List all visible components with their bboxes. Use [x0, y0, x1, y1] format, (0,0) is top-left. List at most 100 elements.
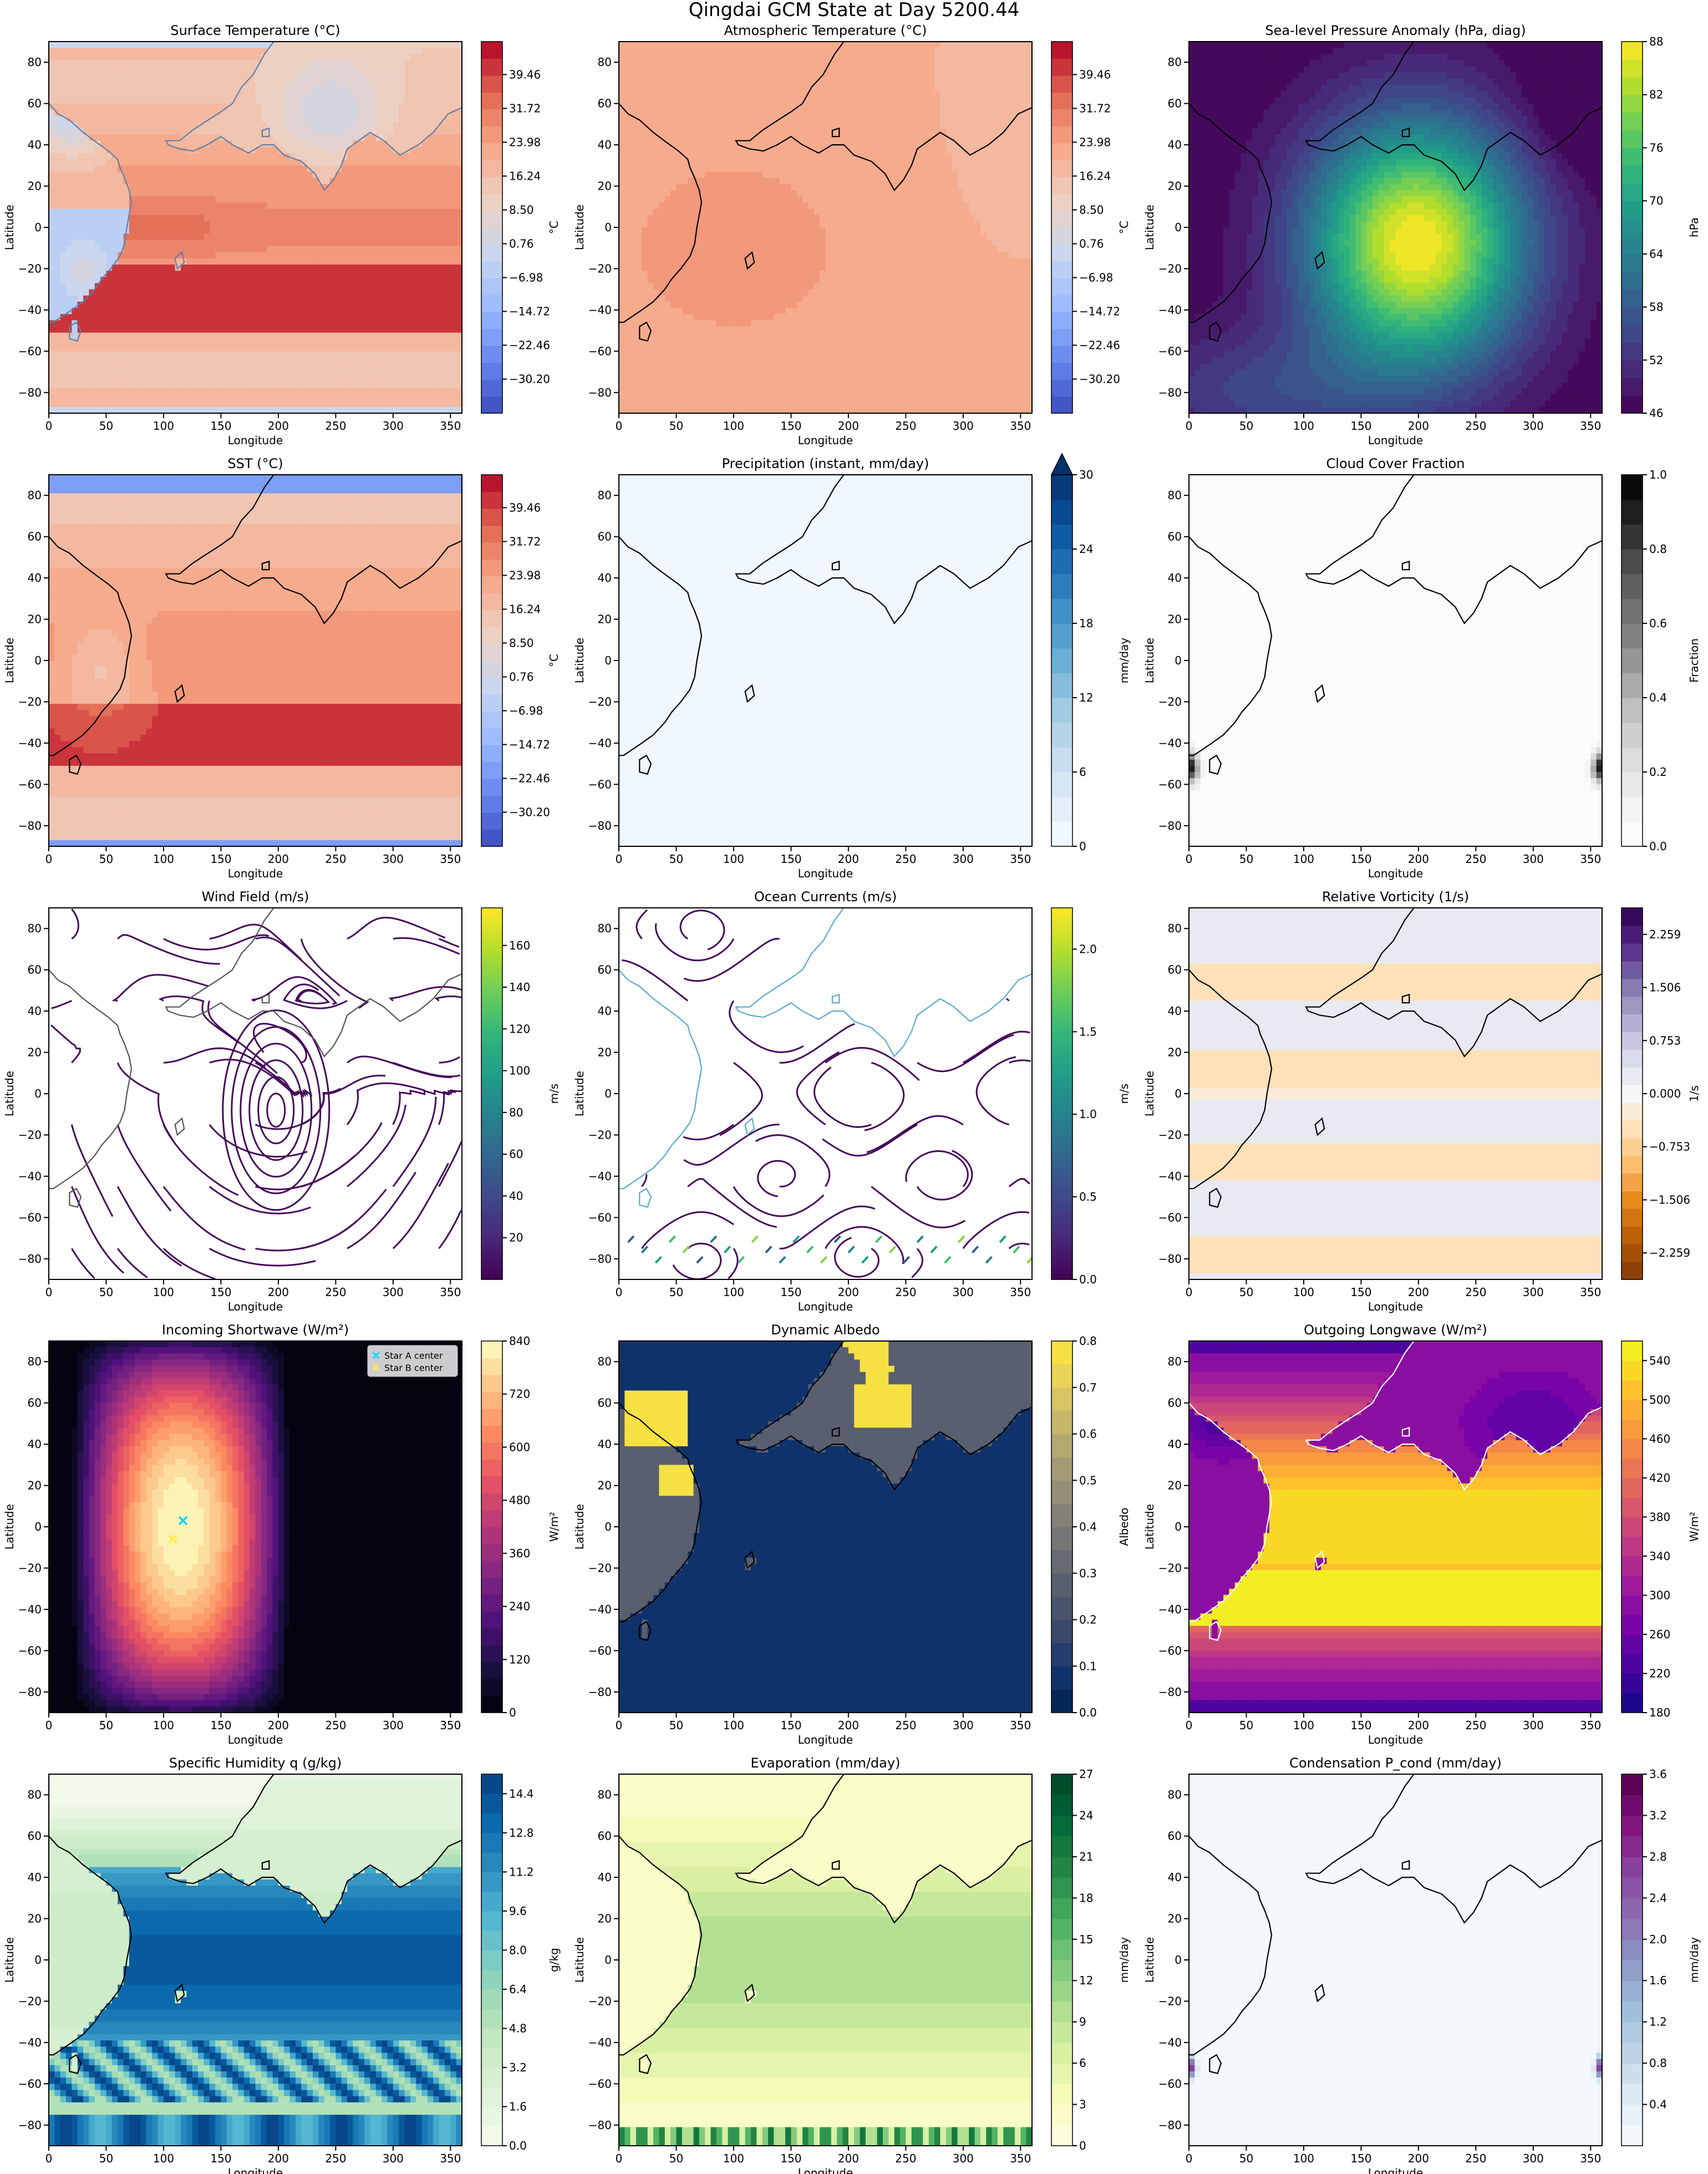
- field-cell: [204, 363, 210, 370]
- field-cell: [456, 339, 462, 346]
- field-cell: [66, 400, 72, 408]
- field-cell: [72, 345, 78, 352]
- field-cell: [232, 122, 239, 129]
- field-cell: [89, 351, 95, 358]
- field-cell: [243, 227, 250, 234]
- field-cell: [877, 85, 883, 92]
- field-cell: [399, 376, 405, 383]
- field-cell: [307, 326, 313, 333]
- field-cell: [243, 407, 250, 413]
- field-cell: [238, 339, 245, 346]
- field-cell: [427, 215, 434, 222]
- field-cell: [307, 153, 313, 160]
- field-cell: [330, 376, 336, 383]
- field-cell: [664, 91, 671, 98]
- field-cell: [375, 109, 382, 116]
- x-tick-label: 0: [45, 419, 53, 433]
- field-cell: [221, 339, 227, 346]
- field-cell: [733, 72, 740, 79]
- field-cell: [404, 394, 411, 402]
- field-cell: [106, 277, 113, 284]
- field-cell: [421, 60, 428, 67]
- field-cell: [330, 302, 336, 308]
- field-cell: [272, 184, 279, 191]
- field-cell: [209, 202, 216, 210]
- field-cell: [255, 97, 262, 104]
- field-cell: [118, 85, 124, 92]
- field-cell: [444, 140, 451, 148]
- field-cell: [49, 116, 55, 123]
- field-cell: [404, 153, 411, 160]
- field-cell: [106, 382, 113, 389]
- field-cell: [393, 369, 399, 377]
- field-cell: [278, 339, 284, 346]
- field-cell: [404, 376, 411, 383]
- field-cell: [444, 302, 451, 308]
- field-cell: [72, 357, 78, 364]
- field-cell: [169, 227, 176, 234]
- field-cell: [135, 171, 141, 179]
- field-cell: [974, 42, 981, 48]
- field-cell: [928, 42, 935, 48]
- field-cell: [100, 326, 107, 333]
- field-cell: [140, 42, 147, 48]
- field-cell: [255, 265, 262, 271]
- field-cell: [267, 109, 273, 116]
- field-cell: [450, 265, 457, 271]
- field-cell: [175, 48, 181, 54]
- field-cell: [209, 407, 216, 413]
- field-cell: [399, 252, 405, 259]
- field-cell: [221, 122, 227, 129]
- field-cell: [768, 54, 774, 61]
- field-cell: [146, 295, 152, 302]
- field-cell: [664, 48, 671, 54]
- field-cell: [427, 357, 434, 364]
- field-cell: [410, 42, 416, 48]
- field-cell: [399, 345, 405, 352]
- field-cell: [186, 407, 193, 413]
- field-cell: [295, 221, 302, 228]
- field-cell: [312, 79, 319, 85]
- field-cell: [370, 85, 377, 92]
- field-cell: [204, 66, 210, 73]
- field-cell: [180, 289, 187, 296]
- field-cell: [404, 289, 411, 296]
- field-cell: [710, 48, 717, 54]
- field-cell: [785, 48, 792, 54]
- field-cell: [450, 221, 457, 228]
- field-cell: [358, 345, 365, 352]
- field-cell: [140, 326, 147, 333]
- field-cell: [289, 153, 296, 160]
- field-cell: [261, 320, 267, 327]
- field-cell: [209, 246, 216, 253]
- field-cell: [152, 122, 159, 129]
- field-cell: [204, 277, 210, 284]
- field-cell: [1009, 48, 1015, 54]
- field-cell: [382, 233, 388, 240]
- field-cell: [301, 159, 308, 166]
- field-cell: [393, 407, 399, 413]
- field-cell: [330, 240, 336, 247]
- field-cell: [410, 79, 416, 85]
- field-cell: [399, 332, 405, 339]
- field-cell: [226, 295, 233, 302]
- field-cell: [135, 252, 141, 259]
- field-cell: [364, 357, 371, 364]
- field-cell: [330, 202, 336, 210]
- field-cell: [439, 196, 445, 203]
- field-cell: [243, 165, 250, 172]
- field-cell: [289, 283, 296, 290]
- field-cell: [410, 240, 416, 247]
- field-cell: [192, 97, 199, 104]
- field-cell: [261, 394, 267, 402]
- field-cell: [146, 209, 152, 216]
- field-cell: [404, 227, 411, 234]
- field-cell: [250, 116, 256, 123]
- field-cell: [169, 196, 176, 203]
- field-cell: [54, 128, 61, 135]
- field-cell: [60, 171, 67, 179]
- field-cell: [180, 109, 187, 116]
- field-cell: [404, 54, 411, 61]
- field-cell: [232, 240, 239, 247]
- field-cell: [54, 302, 61, 308]
